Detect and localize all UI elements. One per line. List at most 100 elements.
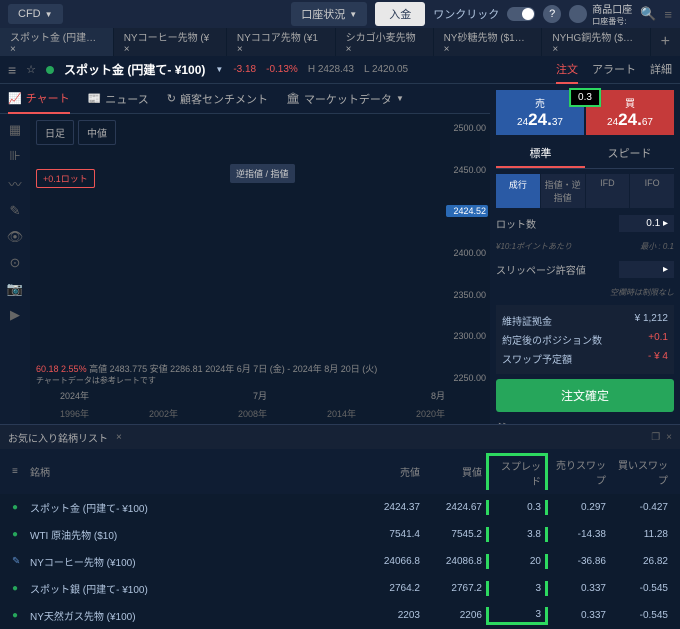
row-sell: 7541.4: [362, 527, 424, 542]
search-icon[interactable]: 🔍: [640, 6, 656, 22]
row-bswap: -0.545: [610, 608, 672, 623]
oneclick-label: ワンクリック: [433, 6, 499, 22]
row-sswap: 0.337: [548, 581, 610, 596]
row-status-icon: ●: [8, 608, 26, 623]
row-bswap: -0.427: [610, 500, 672, 515]
row-sell: 2203: [362, 608, 424, 623]
burger-icon[interactable]: ≡: [8, 62, 16, 78]
mode-speed[interactable]: スピード: [585, 140, 674, 168]
instrument-tab[interactable]: NYコーヒー先物 (¥ ×: [114, 28, 227, 56]
tool-grid-icon[interactable]: ▦: [9, 122, 21, 138]
swap-label: スワップ予定額: [502, 351, 572, 366]
row-status-icon: ●: [8, 581, 26, 596]
row-status-icon: ✎: [8, 554, 26, 569]
watchlist-row[interactable]: ●NY天然ガス先物 (¥100)2203220630.337-0.545: [0, 602, 680, 629]
ordertype-ifo[interactable]: IFO: [630, 174, 674, 208]
col-spread: スプレッド: [486, 453, 548, 490]
row-name: スポット銀 (円建て- ¥100): [26, 579, 362, 598]
row-name: NYコーヒー先物 (¥100): [26, 552, 362, 571]
position-val: +0.1: [648, 332, 668, 347]
row-bswap: 26.82: [610, 554, 672, 569]
instrument-tab[interactable]: NYHG銅先物 ($… ×: [542, 28, 650, 56]
slippage-label: スリッページ許容値: [496, 262, 586, 277]
col-name: 銘柄: [26, 462, 362, 481]
timeframe-button[interactable]: 日足: [36, 120, 74, 145]
help-icon[interactable]: ?: [543, 5, 561, 23]
row-name: NY天然ガス先物 (¥100): [26, 606, 362, 625]
row-status-icon: ●: [8, 500, 26, 515]
watchlist-row[interactable]: ●WTI 原油先物 ($10)7541.47545.23.8-14.3811.2…: [0, 521, 680, 548]
row-sell: 24066.8: [362, 554, 424, 569]
slippage-input[interactable]: ▸: [619, 261, 674, 278]
col-sell: 売値: [362, 462, 424, 481]
close-watchlist[interactable]: ×: [116, 432, 122, 443]
col-bswap: 買いスワップ: [610, 455, 672, 489]
tool-draw-icon[interactable]: ✎: [10, 203, 21, 219]
watchlist-row[interactable]: ●スポット銀 (円建て- ¥100)2764.22767.230.337-0.5…: [0, 575, 680, 602]
star-icon[interactable]: ☆: [26, 63, 36, 76]
row-spread: 3: [486, 607, 548, 625]
lot-input[interactable]: 0.1 ▸: [619, 215, 674, 232]
close-panel-icon[interactable]: ×: [666, 432, 672, 443]
swap-val: - ¥ 4: [648, 351, 668, 366]
deposit-button[interactable]: 入金: [375, 2, 425, 26]
instrument-tab[interactable]: スポット金 (円建… ×: [0, 28, 114, 56]
tool-zoom-icon[interactable]: ⊙: [10, 255, 21, 271]
change-pct: -0.13%: [266, 64, 298, 75]
ordertype-market[interactable]: 成行: [496, 174, 540, 208]
low-val: L 2420.05: [364, 64, 408, 75]
symbol-name: スポット金 (円建て- ¥100): [64, 61, 205, 78]
watchlist-title: お気に入り銘柄リスト: [8, 430, 108, 445]
row-spread: 3.8: [486, 527, 548, 542]
col-icon[interactable]: ≡: [8, 464, 26, 479]
tab-detail[interactable]: 詳細: [650, 56, 672, 84]
col-buy: 買値: [424, 462, 486, 481]
row-spread: 0.3: [486, 500, 548, 515]
row-name: WTI 原油先物 ($10): [26, 525, 362, 544]
watchlist-row[interactable]: ✎NYコーヒー先物 (¥100)24066.824086.820-36.8626…: [0, 548, 680, 575]
symbol-dropdown[interactable]: ▼: [215, 65, 223, 74]
account-info[interactable]: 商品口座口座番号:: [569, 1, 632, 27]
add-tab-button[interactable]: +: [651, 33, 680, 51]
account-status-dropdown[interactable]: 口座状況 ▼: [291, 2, 367, 26]
tab-alert[interactable]: アラート: [592, 56, 636, 84]
tab-market[interactable]: 🏛マーケットデータ ▼: [286, 91, 404, 107]
avatar-icon: [569, 5, 587, 23]
tool-candle-icon[interactable]: ⊪: [9, 148, 20, 164]
row-buy: 2206: [424, 608, 486, 623]
tab-chart[interactable]: 📈チャート: [8, 90, 70, 114]
y-axis: 2500.002450.002424.522400.002350.002300.…: [446, 122, 488, 384]
row-name: スポット金 (円建て- ¥100): [26, 498, 362, 517]
ordertype-ifd[interactable]: IFD: [586, 174, 630, 208]
tool-play-icon[interactable]: ▶: [10, 307, 20, 323]
tool-indicator-icon[interactable]: 〰: [8, 174, 21, 193]
tool-camera-icon[interactable]: 📷: [7, 281, 23, 297]
row-buy: 2424.67: [424, 500, 486, 515]
x-axis-overview: 1996年2002年2008年2014年2020年: [60, 407, 445, 420]
price-type-button[interactable]: 中値: [78, 120, 116, 145]
instrument-tab[interactable]: NYココア先物 (¥1 ×: [227, 28, 336, 56]
row-sswap: 0.297: [548, 500, 610, 515]
instrument-tab[interactable]: NY砂糖先物 ($1… ×: [434, 28, 543, 56]
row-sswap: -36.86: [548, 554, 610, 569]
row-spread: 3: [486, 581, 548, 596]
oneclick-toggle[interactable]: [507, 7, 535, 21]
ordertype-limit[interactable]: 指値・逆指値: [541, 174, 585, 208]
tool-eye-icon[interactable]: 👁: [7, 229, 24, 245]
mode-standard[interactable]: 標準: [496, 140, 585, 168]
submit-order-button[interactable]: 注文確定: [496, 379, 674, 412]
x-axis: 2024年7月8月: [60, 389, 445, 402]
col-sswap: 売りスワップ: [548, 455, 610, 489]
row-sell: 2424.37: [362, 500, 424, 515]
instrument-tab[interactable]: シカゴ小麦先物 ×: [336, 28, 434, 56]
row-sell: 2764.2: [362, 581, 424, 596]
watchlist-row[interactable]: ●スポット金 (円建て- ¥100)2424.372424.670.30.297…: [0, 494, 680, 521]
popout-icon[interactable]: ❐: [651, 432, 660, 443]
tab-order[interactable]: 注文: [556, 56, 578, 84]
tab-news[interactable]: 📰ニュース: [88, 91, 149, 107]
row-status-icon: ●: [8, 527, 26, 542]
cfd-dropdown[interactable]: CFD ▼: [8, 4, 63, 24]
row-sswap: -14.38: [548, 527, 610, 542]
menu-icon[interactable]: ≡: [664, 7, 672, 22]
tab-sentiment[interactable]: ↻顧客センチメント: [167, 91, 268, 107]
